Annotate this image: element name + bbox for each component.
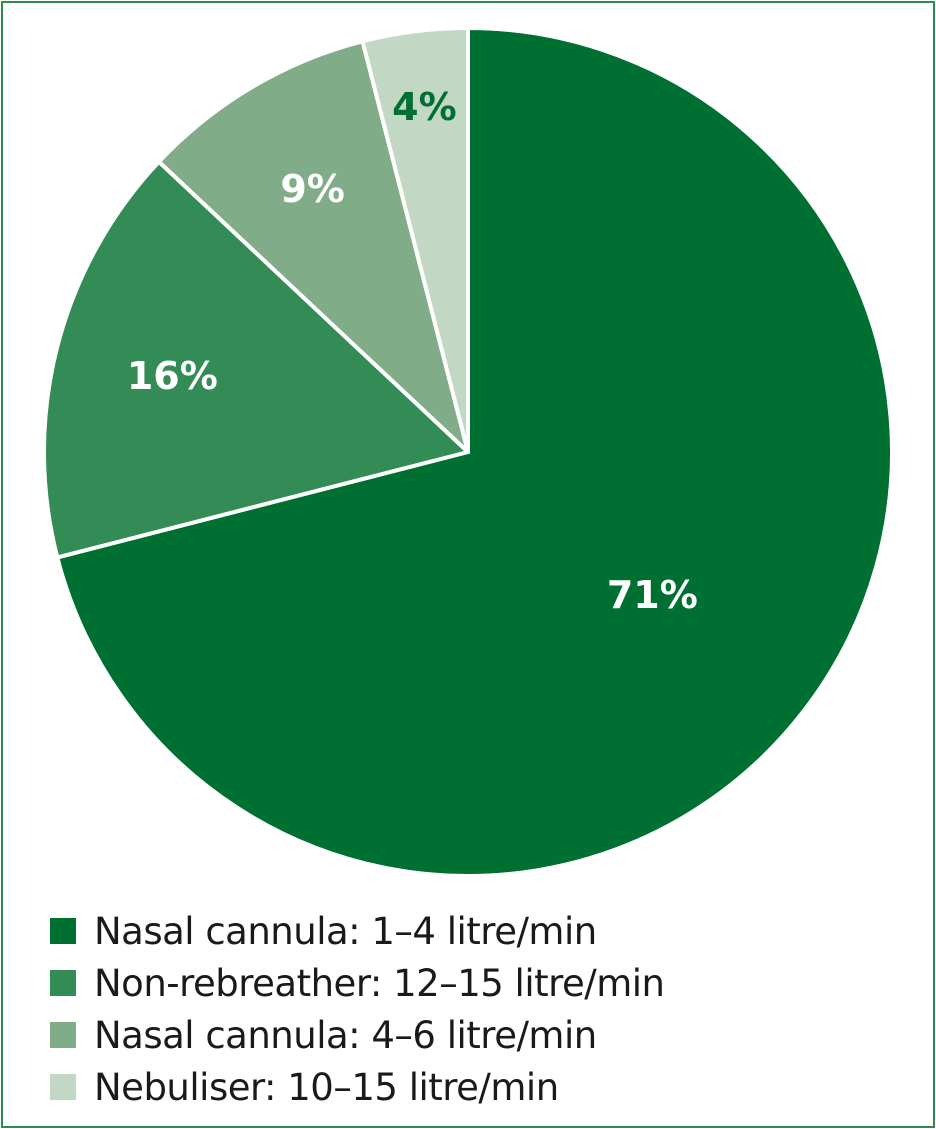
legend-item-3: Nebuliser: 10–15 litre/min (50, 1061, 665, 1113)
legend-item-0: Nasal cannula: 1–4 litre/min (50, 905, 665, 957)
pie-slice-2 (156, 39, 470, 454)
slice-value-label-0: 71% (607, 573, 698, 617)
slice-value-label-2: 9% (280, 167, 345, 211)
legend-swatch-1 (50, 970, 76, 996)
pie-slice-1 (42, 159, 470, 560)
legend-label-1: Non-rebreather: 12–15 litre/min (94, 961, 665, 1005)
legend-swatch-3 (50, 1074, 76, 1100)
legend-swatch-0 (50, 918, 76, 944)
slice-value-label-1: 16% (127, 354, 218, 398)
legend-item-2: Nasal cannula: 4–6 litre/min (50, 1009, 665, 1061)
legend-item-1: Non-rebreather: 12–15 litre/min (50, 957, 665, 1009)
legend: Nasal cannula: 1–4 litre/min Non-rebreat… (50, 905, 665, 1113)
slice-value-label-3: 4% (392, 85, 457, 129)
legend-label-2: Nasal cannula: 4–6 litre/min (94, 1013, 597, 1057)
legend-label-0: Nasal cannula: 1–4 litre/min (94, 909, 597, 953)
legend-label-3: Nebuliser: 10–15 litre/min (94, 1065, 559, 1109)
pie-slice-0 (55, 26, 894, 878)
legend-swatch-2 (50, 1022, 76, 1048)
pie-slice-3 (360, 26, 470, 454)
